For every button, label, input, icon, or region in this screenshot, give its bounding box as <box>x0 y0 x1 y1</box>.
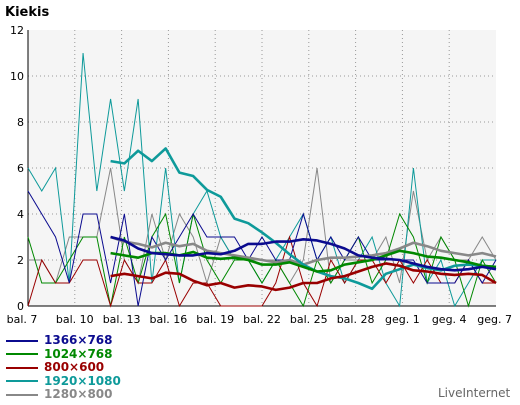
legend-label: 800×600 <box>44 360 105 375</box>
legend-label: 1366×768 <box>44 333 113 348</box>
y-tick-label: 8 <box>17 116 24 129</box>
y-tick-label: 2 <box>17 254 24 267</box>
series-line-trend <box>110 262 497 292</box>
x-tick-label: bal. 10 <box>56 313 94 326</box>
legend-swatch <box>6 366 38 369</box>
legend-item: 1366×768 <box>6 334 121 348</box>
series-line-daily <box>27 235 496 308</box>
legend-swatch <box>6 380 38 383</box>
legend-label: 1280×800 <box>44 387 113 402</box>
plot-area: 0 2 4 6 8 10 12 bal. 7 bal. 10 bal. 13 bal. 16 bal.… <box>7 24 512 326</box>
brand-label: LiveInternet <box>438 386 511 400</box>
legend-item: 800×600 <box>6 361 121 375</box>
series-line-daily <box>27 212 497 308</box>
x-tick-label: bal. 16 <box>150 313 188 326</box>
legend-item: 1024×768 <box>6 346 121 362</box>
legend-swatch <box>6 339 38 342</box>
x-tick-label: bal. 7 <box>7 313 38 326</box>
y-tick-label: 12 <box>10 24 24 37</box>
series-line-trend <box>110 235 497 272</box>
x-tick-label: bal. 25 <box>290 313 328 326</box>
legend: 1366×768 1024×768 800×600 1920×1080 1280… <box>6 334 121 402</box>
y-tick-label: 10 <box>10 70 24 83</box>
x-tick-label: bal. 19 <box>196 313 234 326</box>
x-tick-label: geg. 1 <box>385 313 420 326</box>
series-line-daily <box>27 190 497 307</box>
legend-label: 1920×1080 <box>44 373 121 388</box>
legend-swatch <box>6 393 38 396</box>
x-tick-label: bal. 22 <box>243 313 281 326</box>
x-tick-label: bal. 13 <box>103 313 141 326</box>
legend-label: 1024×768 <box>44 346 113 361</box>
x-tick-label: bal. 28 <box>337 313 375 326</box>
y-tick-label: 0 <box>17 300 24 313</box>
y-tick-label: 4 <box>17 208 24 221</box>
y-axis-label: Kiekis <box>5 5 49 20</box>
y-tick-label: 6 <box>17 162 24 175</box>
legend-item: 1920×1080 <box>6 373 121 389</box>
x-tick-label: geg. 4 <box>432 313 467 326</box>
legend-item: 1280×800 <box>6 388 121 402</box>
x-tick-label: geg. 7 <box>477 313 512 326</box>
legend-swatch <box>6 353 38 356</box>
